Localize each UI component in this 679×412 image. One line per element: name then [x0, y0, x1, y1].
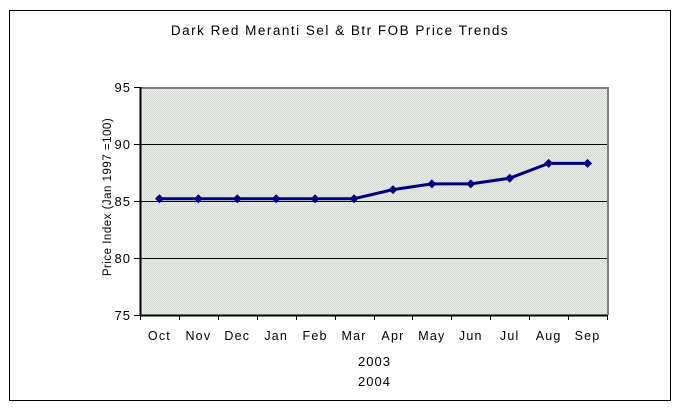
y-tick-label: 75 [115, 308, 131, 323]
x-tick-label-may: May [418, 329, 445, 343]
x-tick-label-nov: Nov [185, 329, 211, 343]
x-axis-title-line-2: 2004 [358, 374, 391, 389]
x-tick-label-jul: Jul [500, 329, 520, 343]
data-point-marker-jan [271, 194, 281, 204]
y-tick-label: 90 [115, 137, 131, 152]
data-point-marker-dec [232, 194, 242, 204]
chart-title: Dark Red Meranti Sel & Btr FOB Price Tre… [170, 23, 510, 38]
data-point-marker-oct [154, 194, 164, 204]
x-tick-label-jan: Jan [264, 329, 288, 343]
y-tick-label: 95 [115, 80, 131, 95]
y-tick-label: 85 [115, 194, 131, 209]
data-point-marker-may [427, 179, 437, 189]
x-tick-label-oct: Oct [148, 329, 171, 343]
data-point-marker-jul [505, 173, 515, 183]
x-tick-label-mar: Mar [341, 329, 366, 343]
data-point-marker-apr [388, 185, 398, 195]
data-point-marker-nov [193, 194, 203, 204]
data-point-marker-feb [310, 194, 320, 204]
x-tick-label-sep: Sep [575, 329, 601, 343]
x-tick-label-aug: Aug [536, 329, 562, 343]
data-point-marker-sep [583, 158, 593, 168]
data-point-marker-jun [466, 179, 476, 189]
data-point-marker-mar [349, 194, 359, 204]
series-line [157, 161, 590, 201]
data-point-marker-aug [544, 158, 554, 168]
x-tick-label-feb: Feb [303, 329, 328, 343]
x-tick-label-jun: Jun [459, 329, 483, 343]
x-tick-label-dec: Dec [224, 329, 250, 343]
x-axis-title-line-1: 2003 [358, 354, 391, 369]
x-tick-label-apr: Apr [381, 329, 404, 343]
y-tick-label: 80 [115, 251, 131, 266]
